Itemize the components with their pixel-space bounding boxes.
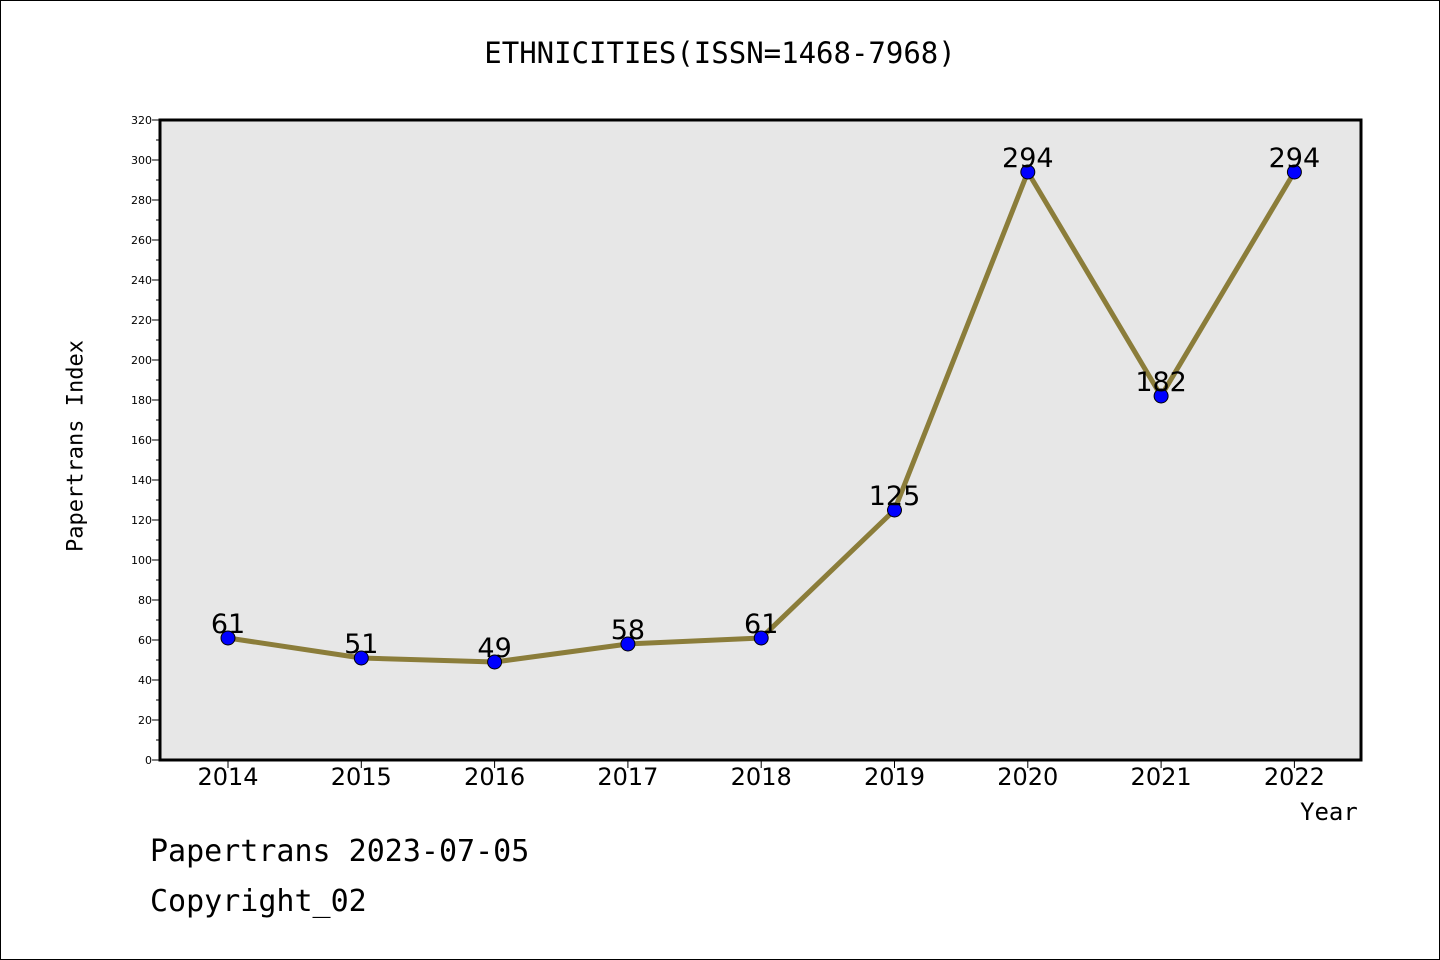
x-axis-label: Year xyxy=(1300,798,1358,826)
footer-copyright: Copyright_02 xyxy=(150,884,367,919)
y-tick-label: 220 xyxy=(131,314,152,327)
y-tick-label: 240 xyxy=(131,274,152,287)
y-tick-label: 160 xyxy=(131,434,152,447)
y-tick-label: 80 xyxy=(138,594,152,607)
y-tick-label: 200 xyxy=(131,354,152,367)
plot-area xyxy=(160,120,1361,760)
y-tick-label: 260 xyxy=(131,234,152,247)
data-label: 61 xyxy=(211,609,245,640)
y-tick-label: 20 xyxy=(138,714,152,727)
y-tick-label: 100 xyxy=(131,554,152,567)
data-point xyxy=(487,654,503,670)
data-label: 49 xyxy=(477,633,511,664)
y-tick-label: 0 xyxy=(145,754,152,767)
x-tick-label: 2015 xyxy=(331,763,392,791)
data-point xyxy=(887,502,902,518)
x-tick-label: 2016 xyxy=(464,763,525,791)
footer-date: Papertrans 2023-07-05 xyxy=(150,834,530,869)
x-tick-label: 2020 xyxy=(997,763,1058,791)
data-label: 58 xyxy=(611,615,645,646)
plot-border xyxy=(158,118,1363,762)
data-label: 125 xyxy=(869,481,921,512)
data-point xyxy=(220,630,236,646)
data-point xyxy=(1020,164,1036,180)
chart-title: ETHNICITIES(ISSN=1468-7968) xyxy=(484,36,956,70)
y-tick-label: 120 xyxy=(131,514,152,527)
data-point xyxy=(1286,164,1302,180)
y-tick-label: 60 xyxy=(138,634,152,647)
data-label: 51 xyxy=(344,629,378,660)
data-point xyxy=(1153,388,1169,404)
y-tick-label: 280 xyxy=(131,194,152,207)
x-tick-label: 2022 xyxy=(1264,763,1325,791)
x-tick-label: 2014 xyxy=(197,763,258,791)
y-tick-label: 140 xyxy=(131,474,152,487)
data-label: 294 xyxy=(1002,143,1054,174)
data-label: 61 xyxy=(744,609,778,640)
data-point xyxy=(620,636,636,652)
data-label: 182 xyxy=(1135,367,1187,398)
x-tick-label: 2018 xyxy=(731,763,792,791)
x-tick-label: 2019 xyxy=(864,763,925,791)
y-tick-label: 180 xyxy=(131,394,152,407)
data-point xyxy=(353,650,369,666)
x-tick-label: 2021 xyxy=(1131,763,1192,791)
y-tick-label: 40 xyxy=(138,674,152,687)
data-label: 294 xyxy=(1269,143,1321,174)
data-point xyxy=(753,630,769,646)
y-tick-label: 320 xyxy=(131,114,152,127)
x-tick-label: 2017 xyxy=(597,763,658,791)
y-tick-label: 300 xyxy=(131,154,152,167)
